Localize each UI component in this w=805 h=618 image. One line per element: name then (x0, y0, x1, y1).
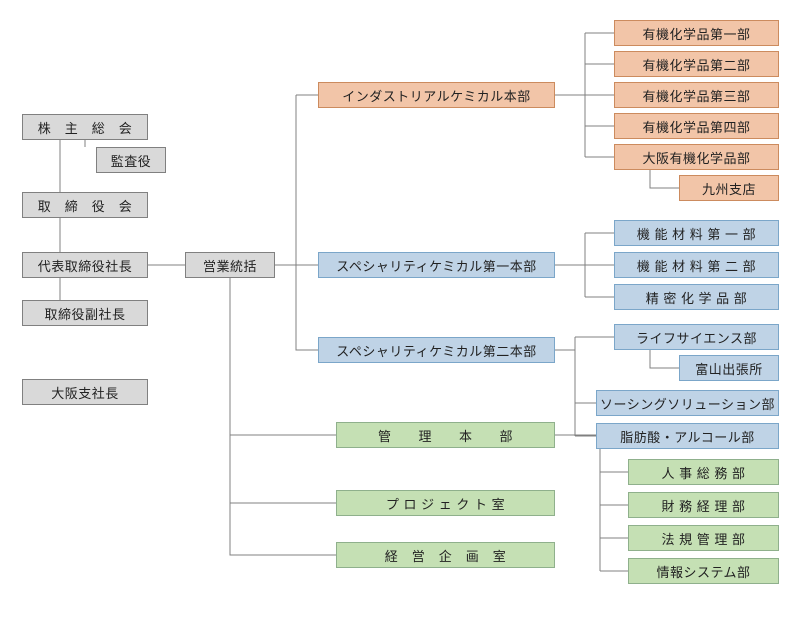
org-node-n24: 富山出張所 (679, 355, 779, 381)
org-node-n10: スペシャリティケミカル第二本部 (318, 337, 555, 363)
org-node-label: 機 能 材 料 第 一 部 (637, 224, 756, 243)
org-node-label: 大阪有機化学品部 (642, 148, 750, 167)
org-node-n28: 財 務 経 理 部 (628, 492, 779, 518)
org-node-label: 取 締 役 会 (38, 196, 133, 215)
org-node-label: 管 理 本 部 (378, 426, 513, 445)
org-node-label: 営業統括 (203, 256, 257, 275)
org-node-label: 大阪支社長 (51, 383, 119, 402)
org-node-n29: 法 規 管 理 部 (628, 525, 779, 551)
org-node-n18: 大阪有機化学品部 (614, 144, 779, 170)
org-node-label: 監査役 (111, 151, 152, 170)
org-node-label: 株 主 総 会 (38, 118, 133, 137)
org-node-label: 九州支店 (702, 179, 756, 198)
org-node-n03: 取 締 役 会 (22, 192, 148, 218)
org-node-label: 有機化学品第三部 (642, 86, 750, 105)
org-node-label: 財 務 経 理 部 (662, 496, 746, 515)
org-node-n09: スペシャリティケミカル第一本部 (318, 252, 555, 278)
org-node-n07: 営業統括 (185, 252, 275, 278)
org-node-n16: 有機化学品第三部 (614, 82, 779, 108)
org-node-label: 人 事 総 務 部 (662, 463, 746, 482)
org-node-label: プ ロ ジ ェ ク ト 室 (386, 494, 505, 513)
org-node-n14: 有機化学品第一部 (614, 20, 779, 46)
org-node-label: 経 営 企 画 室 (385, 546, 507, 565)
org-node-n22: 精 密 化 学 品 部 (614, 284, 779, 310)
org-node-label: 情報システム部 (656, 562, 750, 581)
org-node-n25: ソーシングソリューション部 (596, 390, 779, 416)
org-node-n04: 代表取締役社長 (22, 252, 148, 278)
org-node-label: 代表取締役社長 (38, 256, 133, 275)
org-node-n12: プ ロ ジ ェ ク ト 室 (336, 490, 555, 516)
org-node-label: 有機化学品第四部 (642, 117, 750, 136)
org-node-label: 富山出張所 (695, 359, 763, 378)
org-node-n05: 取締役副社長 (22, 300, 148, 326)
org-node-n21: 機 能 材 料 第 二 部 (614, 252, 779, 278)
org-node-label: ソーシングソリューション部 (600, 394, 775, 413)
org-node-n26: 脂肪酸・アルコール部 (596, 423, 779, 449)
org-node-label: 機 能 材 料 第 二 部 (637, 256, 756, 275)
org-node-n19: 九州支店 (679, 175, 779, 201)
org-node-n30: 情報システム部 (628, 558, 779, 584)
org-node-label: スペシャリティケミカル第一本部 (336, 256, 536, 275)
org-node-label: ライフサイエンス部 (636, 328, 757, 347)
org-node-n17: 有機化学品第四部 (614, 113, 779, 139)
org-node-label: 有機化学品第二部 (642, 55, 750, 74)
org-node-n08: インダストリアルケミカル本部 (318, 82, 555, 108)
org-node-n27: 人 事 総 務 部 (628, 459, 779, 485)
org-node-n23: ライフサイエンス部 (614, 324, 779, 350)
org-node-label: 法 規 管 理 部 (662, 529, 746, 548)
org-node-n02: 監査役 (96, 147, 166, 173)
org-node-label: 精 密 化 学 品 部 (646, 288, 748, 307)
org-node-label: 脂肪酸・アルコール部 (620, 427, 755, 446)
org-node-n20: 機 能 材 料 第 一 部 (614, 220, 779, 246)
org-chart-canvas: 株 主 総 会監査役取 締 役 会代表取締役社長取締役副社長大阪支社長 営業統括 イ… (0, 0, 805, 618)
org-node-label: 有機化学品第一部 (642, 24, 750, 43)
org-node-n13: 経 営 企 画 室 (336, 542, 555, 568)
org-node-n11: 管 理 本 部 (336, 422, 555, 448)
org-node-n15: 有機化学品第二部 (614, 51, 779, 77)
org-node-label: インダストリアルケミカル本部 (342, 86, 530, 105)
org-node-label: 取締役副社長 (44, 304, 125, 323)
org-node-n06: 大阪支社長 (22, 379, 148, 405)
org-node-n01: 株 主 総 会 (22, 114, 148, 140)
org-node-label: スペシャリティケミカル第二本部 (336, 341, 536, 360)
